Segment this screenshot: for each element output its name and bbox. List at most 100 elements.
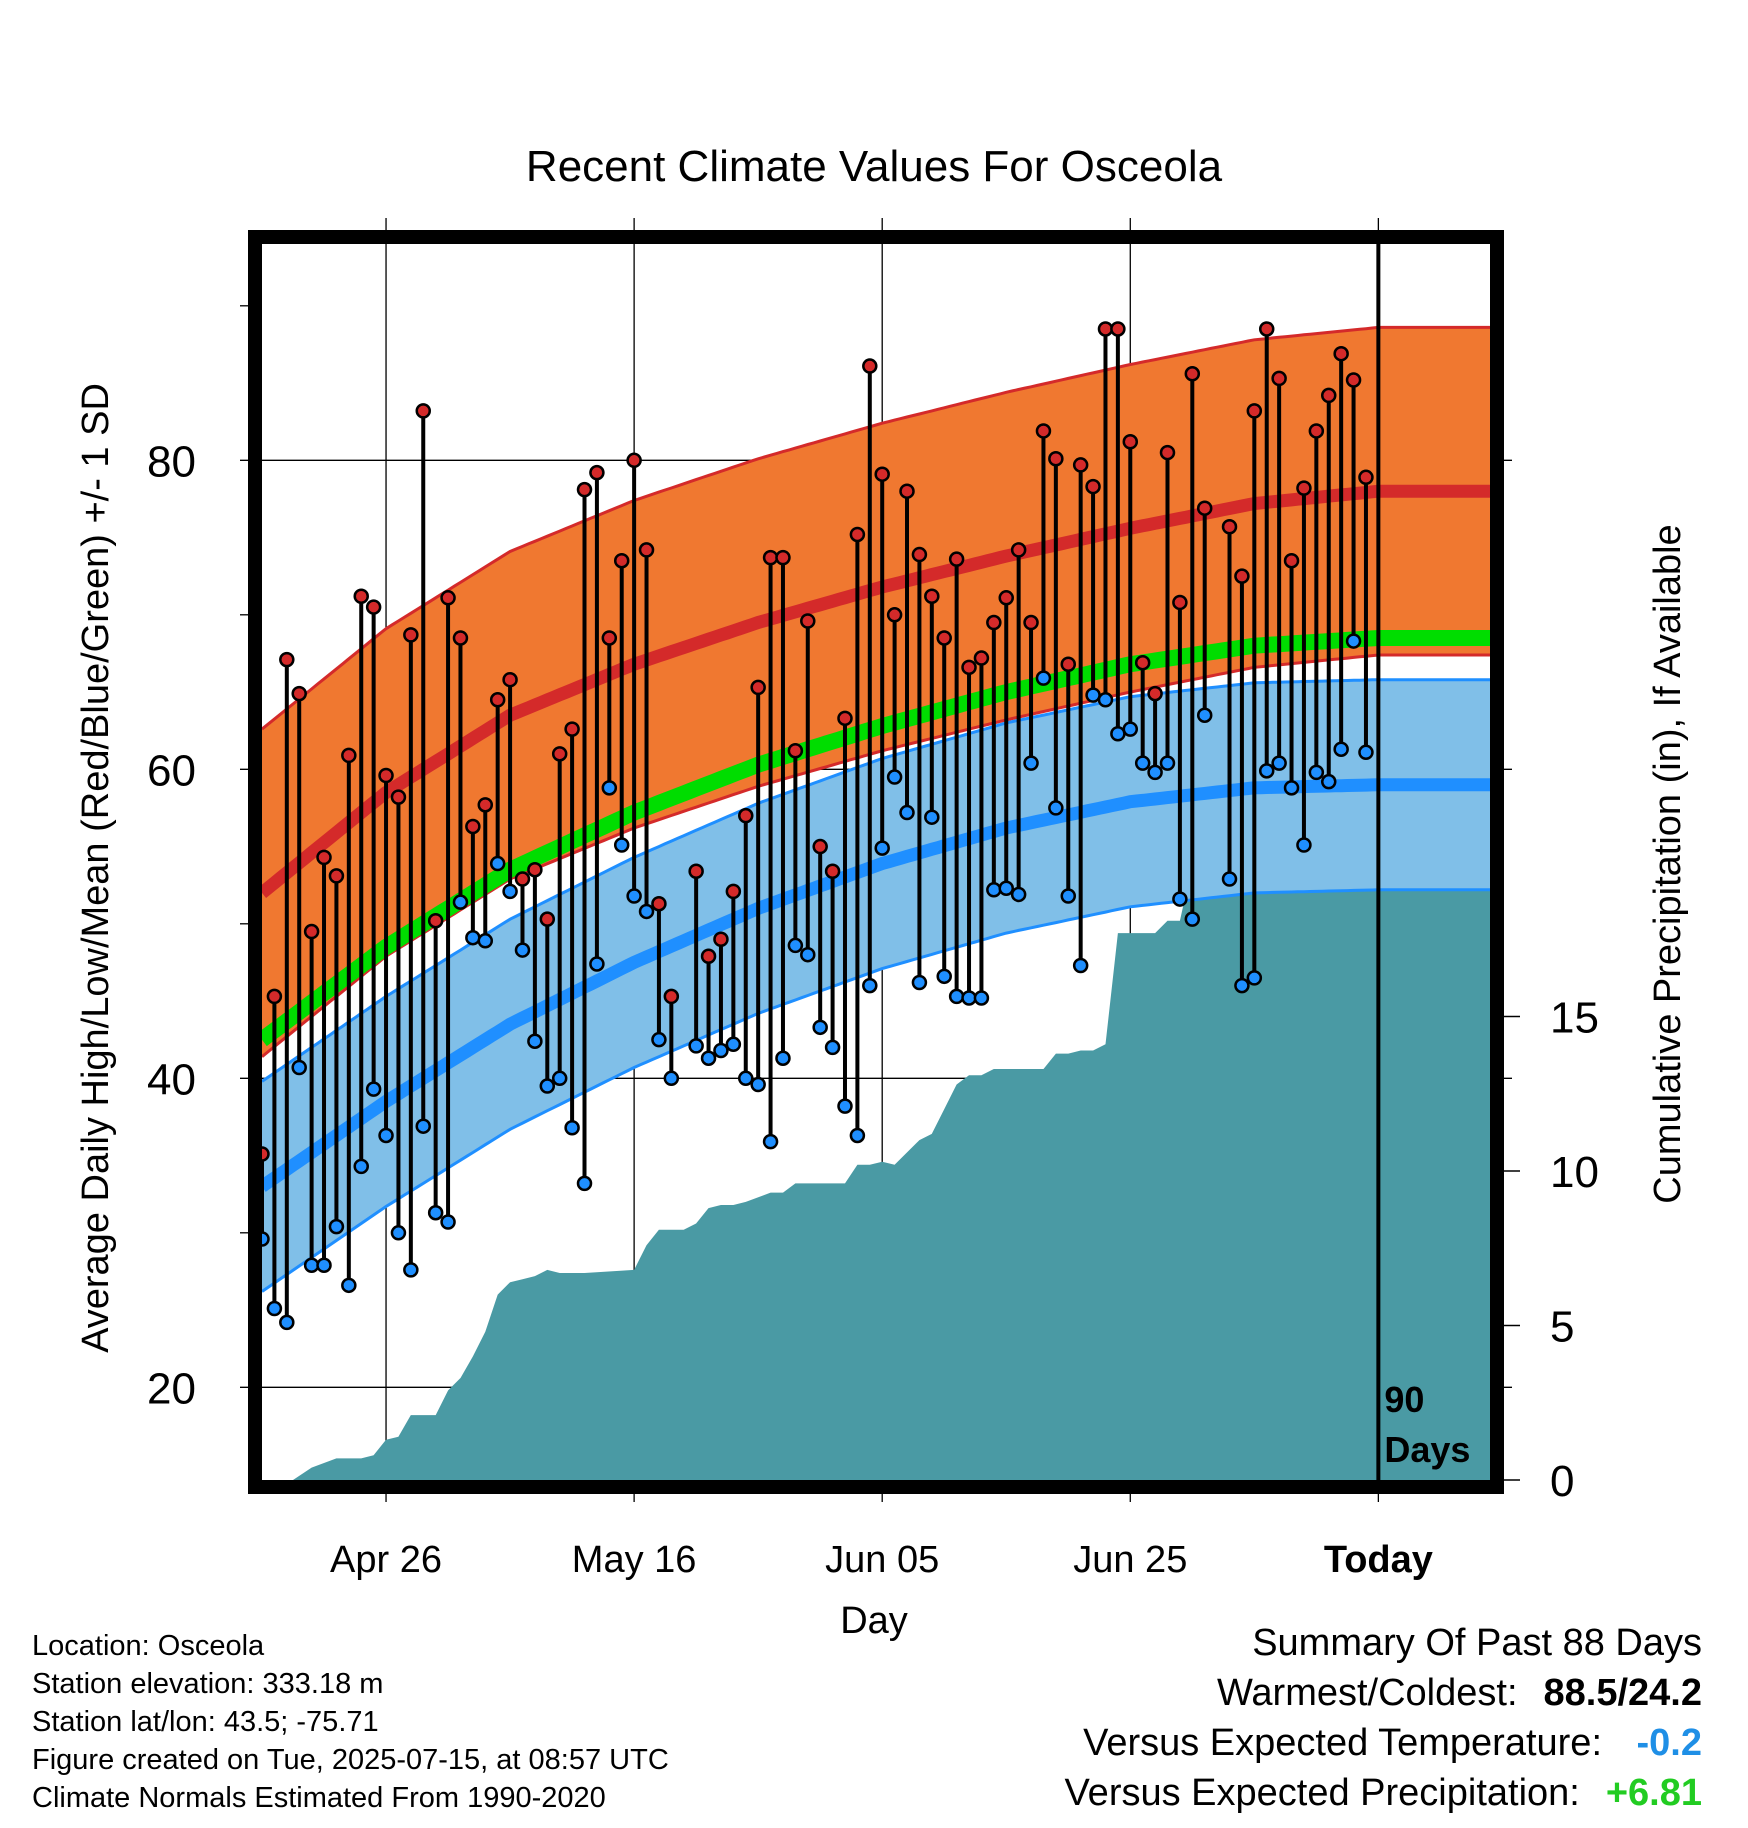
precipitation-fill xyxy=(262,815,1490,1480)
y2-axis-label: Cumulative Precipitation (in), If Availa… xyxy=(1647,524,1689,1203)
daily-low-point xyxy=(924,809,940,825)
daily-high-point xyxy=(1060,656,1077,672)
daily-low-point xyxy=(750,1076,766,1093)
daily-low-point xyxy=(1085,687,1101,703)
daily-low-point xyxy=(911,974,928,991)
daily-low-point xyxy=(1060,888,1077,904)
daily-low-point xyxy=(973,990,990,1006)
daily-low-point xyxy=(564,1119,580,1136)
info-normals: Climate Normals Estimated From 1990-2020 xyxy=(32,1782,606,1814)
daily-high-point xyxy=(341,747,357,764)
daily-low-point xyxy=(738,1070,754,1087)
normal-bands xyxy=(257,325,1490,1293)
daily-high-point xyxy=(663,988,680,1005)
daily-high-point xyxy=(1134,654,1151,671)
daily-high-point xyxy=(1184,366,1201,382)
daily-high-point xyxy=(787,743,804,759)
daily-high-point xyxy=(403,627,419,643)
precipitation-area xyxy=(262,815,1490,1480)
daily-low-point xyxy=(427,1204,444,1221)
daily-low-point xyxy=(291,1059,307,1076)
daily-high-point xyxy=(1345,372,1362,388)
y2-tick-label: 10 xyxy=(1550,1148,1599,1197)
daily-high-point xyxy=(514,871,531,887)
daily-high-point xyxy=(1234,568,1250,584)
y-tick-label: 60 xyxy=(147,746,196,795)
daily-high-point xyxy=(440,590,456,606)
daily-high-point xyxy=(1072,457,1089,473)
daily-high-point xyxy=(948,551,965,567)
y2-tick-label: 0 xyxy=(1550,1457,1574,1506)
daily-high-point xyxy=(899,483,915,499)
daily-high-point xyxy=(638,542,655,558)
daily-high-point xyxy=(266,988,283,1005)
daily-high-point xyxy=(279,651,295,668)
daily-high-point xyxy=(328,868,345,884)
daily-low-point xyxy=(390,1225,407,1241)
daily-low-point xyxy=(1147,764,1163,781)
daily-high-point xyxy=(1147,685,1163,702)
daily-high-point xyxy=(800,613,816,629)
x-axis-label: Day xyxy=(840,1600,908,1642)
daily-high-point xyxy=(291,685,307,702)
daily-high-point xyxy=(365,599,382,615)
high-band-upper-edge xyxy=(261,325,1490,731)
daily-low-point xyxy=(415,1118,432,1134)
daily-high-point xyxy=(378,767,394,784)
daily-high-point xyxy=(415,403,432,419)
today-label: 90 xyxy=(1384,1379,1424,1420)
daily-low-point xyxy=(626,888,642,904)
info-latlon: Station lat/lon: 43.5; -75.71 xyxy=(32,1706,379,1738)
daily-low-point xyxy=(787,937,804,954)
daily-low-point xyxy=(663,1070,680,1087)
daily-high-point xyxy=(886,607,903,623)
daily-low-point xyxy=(353,1158,369,1175)
info-elevation: Station elevation: 333.18 m xyxy=(32,1668,384,1700)
daily-high-point xyxy=(849,526,866,543)
daily-low-point xyxy=(1048,800,1064,816)
y2-tick-label: 5 xyxy=(1550,1303,1574,1352)
daily-high-point xyxy=(998,590,1014,606)
daily-high-point xyxy=(874,466,890,482)
daily-low-point xyxy=(700,1050,717,1066)
daily-low-point xyxy=(1010,886,1027,903)
daily-high-point xyxy=(1196,500,1213,516)
daily-high-point xyxy=(911,546,928,563)
mean-normal-line xyxy=(257,630,1490,1047)
daily-low-point xyxy=(824,1039,841,1056)
daily-low-point xyxy=(638,903,655,920)
x-tick-label: Today xyxy=(1324,1539,1433,1581)
daily-low-point xyxy=(1172,891,1188,907)
daily-low-point xyxy=(378,1127,394,1144)
daily-low-point xyxy=(1345,633,1362,649)
daily-low-point xyxy=(489,855,506,872)
daily-high-point xyxy=(1172,594,1188,611)
daily-low-point xyxy=(279,1314,295,1331)
daily-low-point xyxy=(1035,670,1052,686)
daily-low-point xyxy=(1072,957,1089,974)
daily-high-point xyxy=(427,912,444,929)
daily-low-point xyxy=(266,1300,283,1317)
daily-low-point xyxy=(551,1070,568,1087)
daily-low-point xyxy=(800,946,816,963)
daily-high-point xyxy=(1320,387,1337,404)
daily-low-point xyxy=(651,1031,667,1048)
daily-low-point xyxy=(986,882,1002,898)
daily-low-point xyxy=(713,1042,729,1059)
x-tick-label: Jun 05 xyxy=(825,1539,939,1581)
daily-high-point xyxy=(353,588,369,605)
daily-low-point xyxy=(576,1175,593,1192)
daily-high-point xyxy=(613,552,630,569)
daily-high-point xyxy=(303,923,320,940)
summary-heading: Summary Of Past 88 Days xyxy=(1252,1622,1702,1664)
daily-high-point xyxy=(489,692,506,708)
daily-low-point xyxy=(514,942,531,958)
daily-low-point xyxy=(1320,773,1337,790)
warm-cold-value: 88.5/24.2 xyxy=(1543,1672,1702,1714)
daily-high-point xyxy=(601,630,618,646)
daily-high-point xyxy=(1097,321,1114,337)
daily-high-point xyxy=(1258,321,1275,337)
daily-low-point xyxy=(849,1127,866,1144)
daily-low-point xyxy=(1221,871,1238,887)
